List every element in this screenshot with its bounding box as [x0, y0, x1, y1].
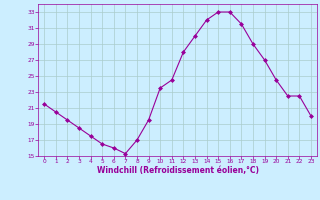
X-axis label: Windchill (Refroidissement éolien,°C): Windchill (Refroidissement éolien,°C) — [97, 166, 259, 175]
